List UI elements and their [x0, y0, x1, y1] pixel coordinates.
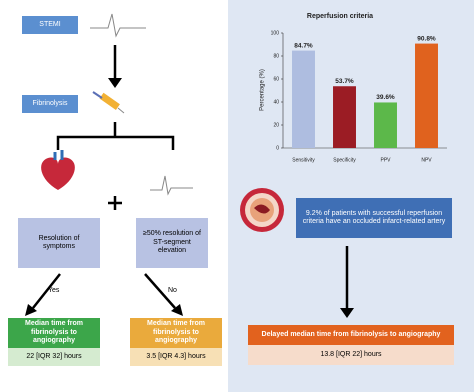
no-value: 3.5 [IQR 4.3] hours	[130, 348, 222, 366]
bracket	[56, 122, 175, 150]
y-tick-label: 0	[276, 145, 279, 151]
x-tick-label: NPV	[421, 157, 432, 163]
y-tick-label: 60	[273, 76, 279, 82]
y-tick-label: 80	[273, 53, 279, 59]
y-axis-label: Percentage (%)	[260, 69, 266, 111]
no-title: Median time from fibrinolysis to angiogr…	[130, 318, 222, 348]
bar	[415, 43, 438, 148]
plus	[108, 196, 122, 210]
y-tick-label: 20	[273, 122, 279, 128]
no-label: No	[168, 287, 177, 294]
yes-title: Median time from fibrinolysis to angiogr…	[8, 318, 100, 348]
note-box: 9.2% of patients with successful reperfu…	[296, 198, 452, 238]
value-label: 90.8%	[417, 35, 436, 42]
y-tick-label: 40	[273, 99, 279, 105]
arrow-head	[25, 304, 37, 316]
ecg-icon	[150, 175, 193, 196]
arrow	[144, 273, 176, 309]
yes-value: 22 [IQR 32] hours	[8, 348, 100, 366]
ecg-icon	[90, 13, 146, 38]
bar	[292, 50, 315, 148]
arrow	[32, 273, 61, 309]
yes-label: Yes	[48, 287, 60, 294]
delayed-title: Delayed median time from fibrinolysis to…	[248, 325, 454, 345]
heart-icon	[41, 150, 75, 190]
artery-icon	[240, 188, 284, 232]
y-tick-label: 100	[271, 30, 280, 36]
value-label: 53.7%	[335, 78, 354, 85]
arrow-head	[340, 308, 354, 318]
st-box: ≥50% resolution of ST-segment elevation	[136, 218, 208, 268]
arrow-head	[108, 78, 122, 88]
bar	[374, 102, 397, 148]
bar	[333, 86, 356, 148]
value-label: 84.7%	[294, 42, 313, 49]
x-tick-label: PPV	[380, 157, 391, 163]
stemi-box: STEMI	[22, 16, 78, 34]
x-tick-label: Sensitivity	[292, 157, 315, 163]
symptoms-box: Resolution of symptoms	[18, 218, 100, 268]
value-label: 39.6%	[376, 94, 395, 101]
arrow-head	[171, 304, 183, 316]
chart-title: Reperfusion criteria	[307, 13, 373, 20]
syringe-icon	[92, 91, 125, 114]
delayed-value: 13.8 [IQR 22] hours	[248, 345, 454, 365]
x-tick-label: Specificity	[333, 157, 356, 163]
fibrinolysis-box: Fibrinolysis	[22, 95, 78, 113]
